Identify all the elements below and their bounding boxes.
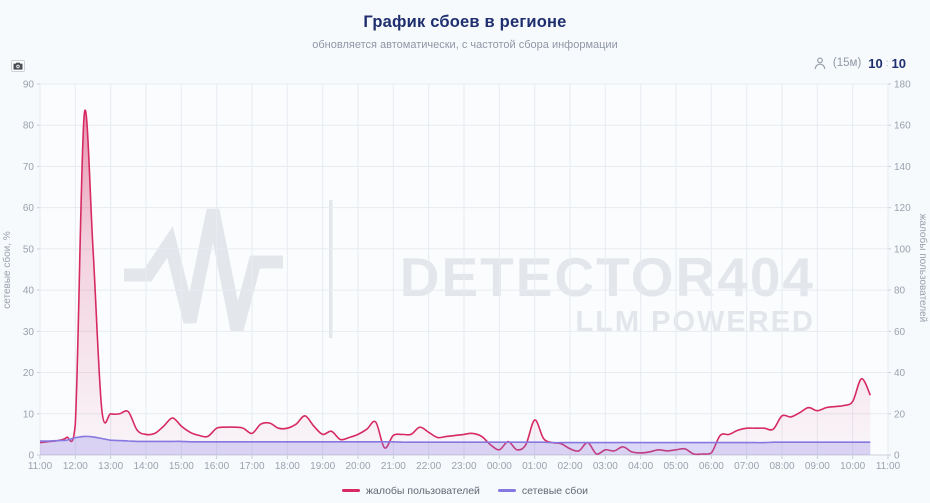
left-axis-tick: 60 (23, 203, 35, 214)
left-axis-tick: 70 (23, 162, 35, 173)
x-axis-tick: 02:00 (557, 461, 582, 472)
x-axis-tick: 22:00 (416, 461, 441, 472)
counter-primary: 10 (868, 55, 883, 71)
left-axis-title: сетевые сбои, % (1, 231, 13, 309)
legend-item-complaints[interactable]: жалобы пользователей (341, 484, 480, 497)
right-axis-tick: 60 (894, 327, 906, 338)
x-axis-tick: 17:00 (239, 461, 264, 472)
watermark-brand: DETECTOR404 (400, 246, 815, 308)
x-axis-tick: 05:00 (663, 461, 688, 472)
complaints-series-area (40, 110, 871, 456)
x-axis-tick: 00:00 (487, 461, 512, 472)
x-axis-tick: 16:00 (204, 461, 229, 472)
complaints-legend-label: жалобы пользователей (365, 484, 480, 497)
counter-secondary: 10 (891, 55, 906, 71)
interval-label: (15м) (832, 57, 862, 69)
x-axis-tick: 14:00 (133, 461, 158, 472)
watermark-divider (329, 200, 333, 338)
failures-legend-label: сетевые сбои (521, 484, 589, 497)
failures-series-line (39, 435, 871, 444)
right-axis-tick: 140 (894, 162, 911, 173)
collection-meta: (15м) 10 : 10 (814, 55, 906, 71)
x-axis-tick: 20:00 (345, 461, 370, 472)
left-axis-tick: 40 (23, 286, 35, 297)
camera-icon (13, 62, 23, 70)
complaints-legend-marker-icon (341, 489, 360, 492)
x-axis-tick: 09:00 (805, 461, 830, 472)
x-axis-tick: 18:00 (275, 461, 300, 472)
x-axis-tick: 15:00 (169, 461, 194, 472)
x-axis-tick: 12:00 (63, 461, 88, 472)
left-axis-tick: 10 (23, 409, 35, 420)
page-title: График сбоев в регионе (363, 13, 567, 31)
complaints-series-line (39, 109, 872, 456)
x-axis-tick: 21:00 (381, 461, 406, 472)
left-axis-tick: 20 (23, 368, 35, 379)
x-axis-tick: 03:00 (593, 461, 618, 472)
left-axis-tick: 50 (23, 244, 35, 255)
left-axis-tick: 0 (28, 451, 34, 462)
right-axis-tick: 20 (894, 409, 906, 420)
right-axis-tick: 40 (894, 368, 906, 379)
left-axis-tick: 30 (23, 327, 35, 338)
right-axis-tick: 120 (894, 203, 911, 214)
chart-legend: жалобы пользователей сетевые сбои (0, 483, 930, 498)
failures-legend-marker-icon (497, 489, 516, 492)
x-axis-tick: 10:00 (840, 461, 865, 472)
right-axis-tick: 100 (894, 244, 911, 255)
right-axis-tick: 0 (894, 451, 900, 462)
x-axis-tick: 23:00 (451, 461, 476, 472)
x-axis-tick: 11:00 (28, 461, 53, 472)
x-axis-tick: 06:00 (699, 461, 724, 472)
person-icon (814, 57, 826, 69)
left-axis-tick: 80 (23, 121, 35, 132)
x-axis-tick: 04:00 (628, 461, 653, 472)
x-axis-tick: 07:00 (734, 461, 759, 472)
right-axis-title: жалобы пользователей (917, 214, 929, 323)
counter-divider: : (885, 57, 889, 69)
right-axis-tick: 180 (894, 80, 911, 91)
right-axis-tick: 160 (894, 121, 911, 132)
right-axis-tick: 80 (894, 286, 906, 297)
failures-series-area (40, 436, 871, 455)
x-axis-tick: 01:00 (522, 461, 547, 472)
left-axis-tick: 90 (23, 80, 35, 91)
legend-item-failures[interactable]: сетевые сбои (497, 484, 589, 497)
status-counters: 10 : 10 (868, 56, 906, 71)
x-axis-tick: 19:00 (310, 461, 335, 472)
page-subtitle: обновляется автоматически, с частотой сб… (312, 39, 618, 51)
x-axis-tick: 13:00 (98, 461, 123, 472)
watermark-tagline: LLM POWERED (576, 306, 816, 338)
export-screenshot-button[interactable] (11, 60, 25, 72)
x-axis-tick: 08:00 (769, 461, 794, 472)
x-axis-tick: 11:00 (876, 461, 901, 472)
